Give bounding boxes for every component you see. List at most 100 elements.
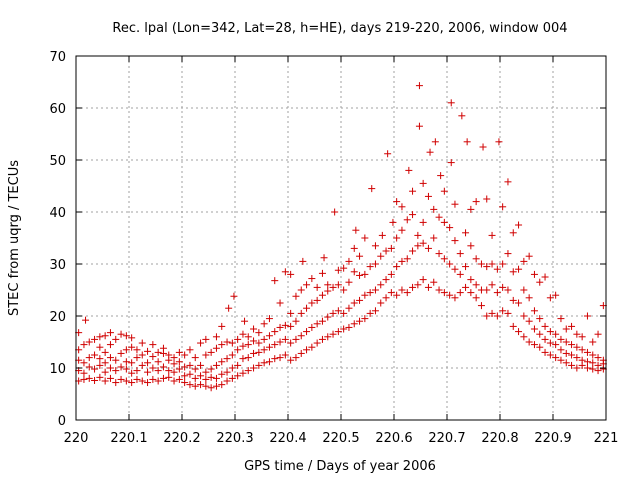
y-tick-label: 10 xyxy=(49,362,66,377)
data-point xyxy=(488,231,496,239)
data-point xyxy=(451,294,459,302)
data-point xyxy=(96,355,104,363)
data-point xyxy=(578,346,586,354)
data-point xyxy=(324,281,332,289)
data-point xyxy=(546,294,554,302)
data-point xyxy=(356,252,364,260)
data-point xyxy=(276,299,284,307)
data-point xyxy=(499,307,507,315)
data-point xyxy=(207,373,215,381)
data-point xyxy=(250,325,258,333)
data-point xyxy=(340,309,348,317)
y-tick-label: 60 xyxy=(49,102,66,117)
data-point xyxy=(493,312,501,320)
data-point xyxy=(583,364,591,372)
data-point xyxy=(244,341,252,349)
data-point xyxy=(212,374,220,382)
data-point xyxy=(128,359,136,367)
data-point xyxy=(191,374,199,382)
data-point xyxy=(573,343,581,351)
data-point xyxy=(271,355,279,363)
data-point xyxy=(409,211,417,219)
data-point xyxy=(281,335,289,343)
data-point xyxy=(149,341,157,349)
data-point xyxy=(117,330,125,338)
data-point xyxy=(562,359,570,367)
data-point xyxy=(197,372,205,380)
data-point xyxy=(128,334,136,342)
data-point xyxy=(483,312,491,320)
data-point xyxy=(557,346,565,354)
data-point xyxy=(91,351,99,359)
data-point xyxy=(467,242,475,250)
data-point xyxy=(80,369,88,377)
data-point xyxy=(250,364,258,372)
data-point xyxy=(393,263,401,271)
data-point xyxy=(456,289,464,297)
data-point xyxy=(112,356,120,364)
data-point xyxy=(382,247,390,255)
data-point xyxy=(350,268,358,276)
data-point xyxy=(318,335,326,343)
x-tick-label: 220.5 xyxy=(322,431,359,446)
data-point xyxy=(159,363,167,371)
x-tick-label: 220.6 xyxy=(375,431,412,446)
data-point xyxy=(175,375,183,383)
data-point xyxy=(202,375,210,383)
data-point xyxy=(589,365,597,373)
data-point xyxy=(483,286,491,294)
data-point xyxy=(515,328,523,336)
data-point xyxy=(287,339,295,347)
data-point xyxy=(281,321,289,329)
data-point xyxy=(250,349,258,357)
data-point xyxy=(329,330,337,338)
data-point xyxy=(488,281,496,289)
data-point xyxy=(106,374,114,382)
x-axis-ticks: 220 220.1 220.2 220.3 220.4 220.5 220.6 220.7 22… xyxy=(64,56,618,446)
data-point xyxy=(435,286,443,294)
data-point xyxy=(414,281,422,289)
data-point xyxy=(117,363,125,371)
data-point xyxy=(80,375,88,383)
data-point xyxy=(389,218,397,226)
data-point xyxy=(133,354,141,362)
data-point xyxy=(462,283,470,291)
data-point xyxy=(446,260,454,268)
data-point xyxy=(393,291,401,299)
data-point xyxy=(361,315,369,323)
data-point xyxy=(287,322,295,330)
data-point xyxy=(583,312,591,320)
data-point xyxy=(589,359,597,367)
data-point xyxy=(525,317,533,325)
data-point xyxy=(197,381,205,389)
data-point xyxy=(250,337,258,345)
data-point xyxy=(366,289,374,297)
data-point xyxy=(281,351,289,359)
data-point xyxy=(96,361,104,369)
data-point xyxy=(483,195,491,203)
data-point xyxy=(409,283,417,291)
data-point xyxy=(255,361,263,369)
data-point xyxy=(499,283,507,291)
y-tick-label: 30 xyxy=(49,258,66,273)
data-point xyxy=(223,368,231,376)
data-point xyxy=(197,339,205,347)
data-point xyxy=(451,265,459,273)
data-point xyxy=(313,339,321,347)
data-point xyxy=(568,361,576,369)
data-point xyxy=(324,333,332,341)
data-point xyxy=(191,354,199,362)
data-point xyxy=(430,278,438,286)
data-point xyxy=(546,328,554,336)
data-point xyxy=(101,377,109,385)
data-point xyxy=(212,382,220,390)
data-point xyxy=(431,138,439,146)
data-point xyxy=(462,263,470,271)
data-point xyxy=(361,291,369,299)
data-point xyxy=(541,322,549,330)
data-point xyxy=(472,294,480,302)
data-point xyxy=(398,257,406,265)
data-point xyxy=(239,355,247,363)
data-point xyxy=(509,229,517,237)
data-point xyxy=(437,172,445,180)
